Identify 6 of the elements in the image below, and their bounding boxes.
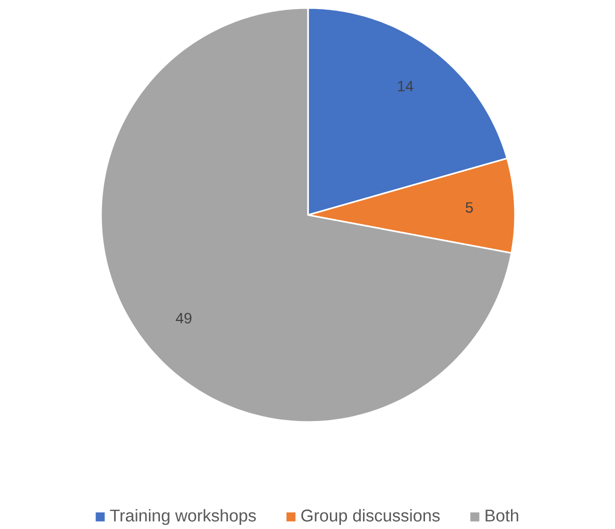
- data-label: 5: [466, 202, 473, 213]
- data-label: 14: [398, 80, 414, 92]
- data-label: 49: [176, 312, 192, 324]
- legend-label: Training workshops: [110, 509, 256, 525]
- legend-label: Both: [486, 509, 518, 522]
- legend-label: Group discussions: [301, 509, 440, 525]
